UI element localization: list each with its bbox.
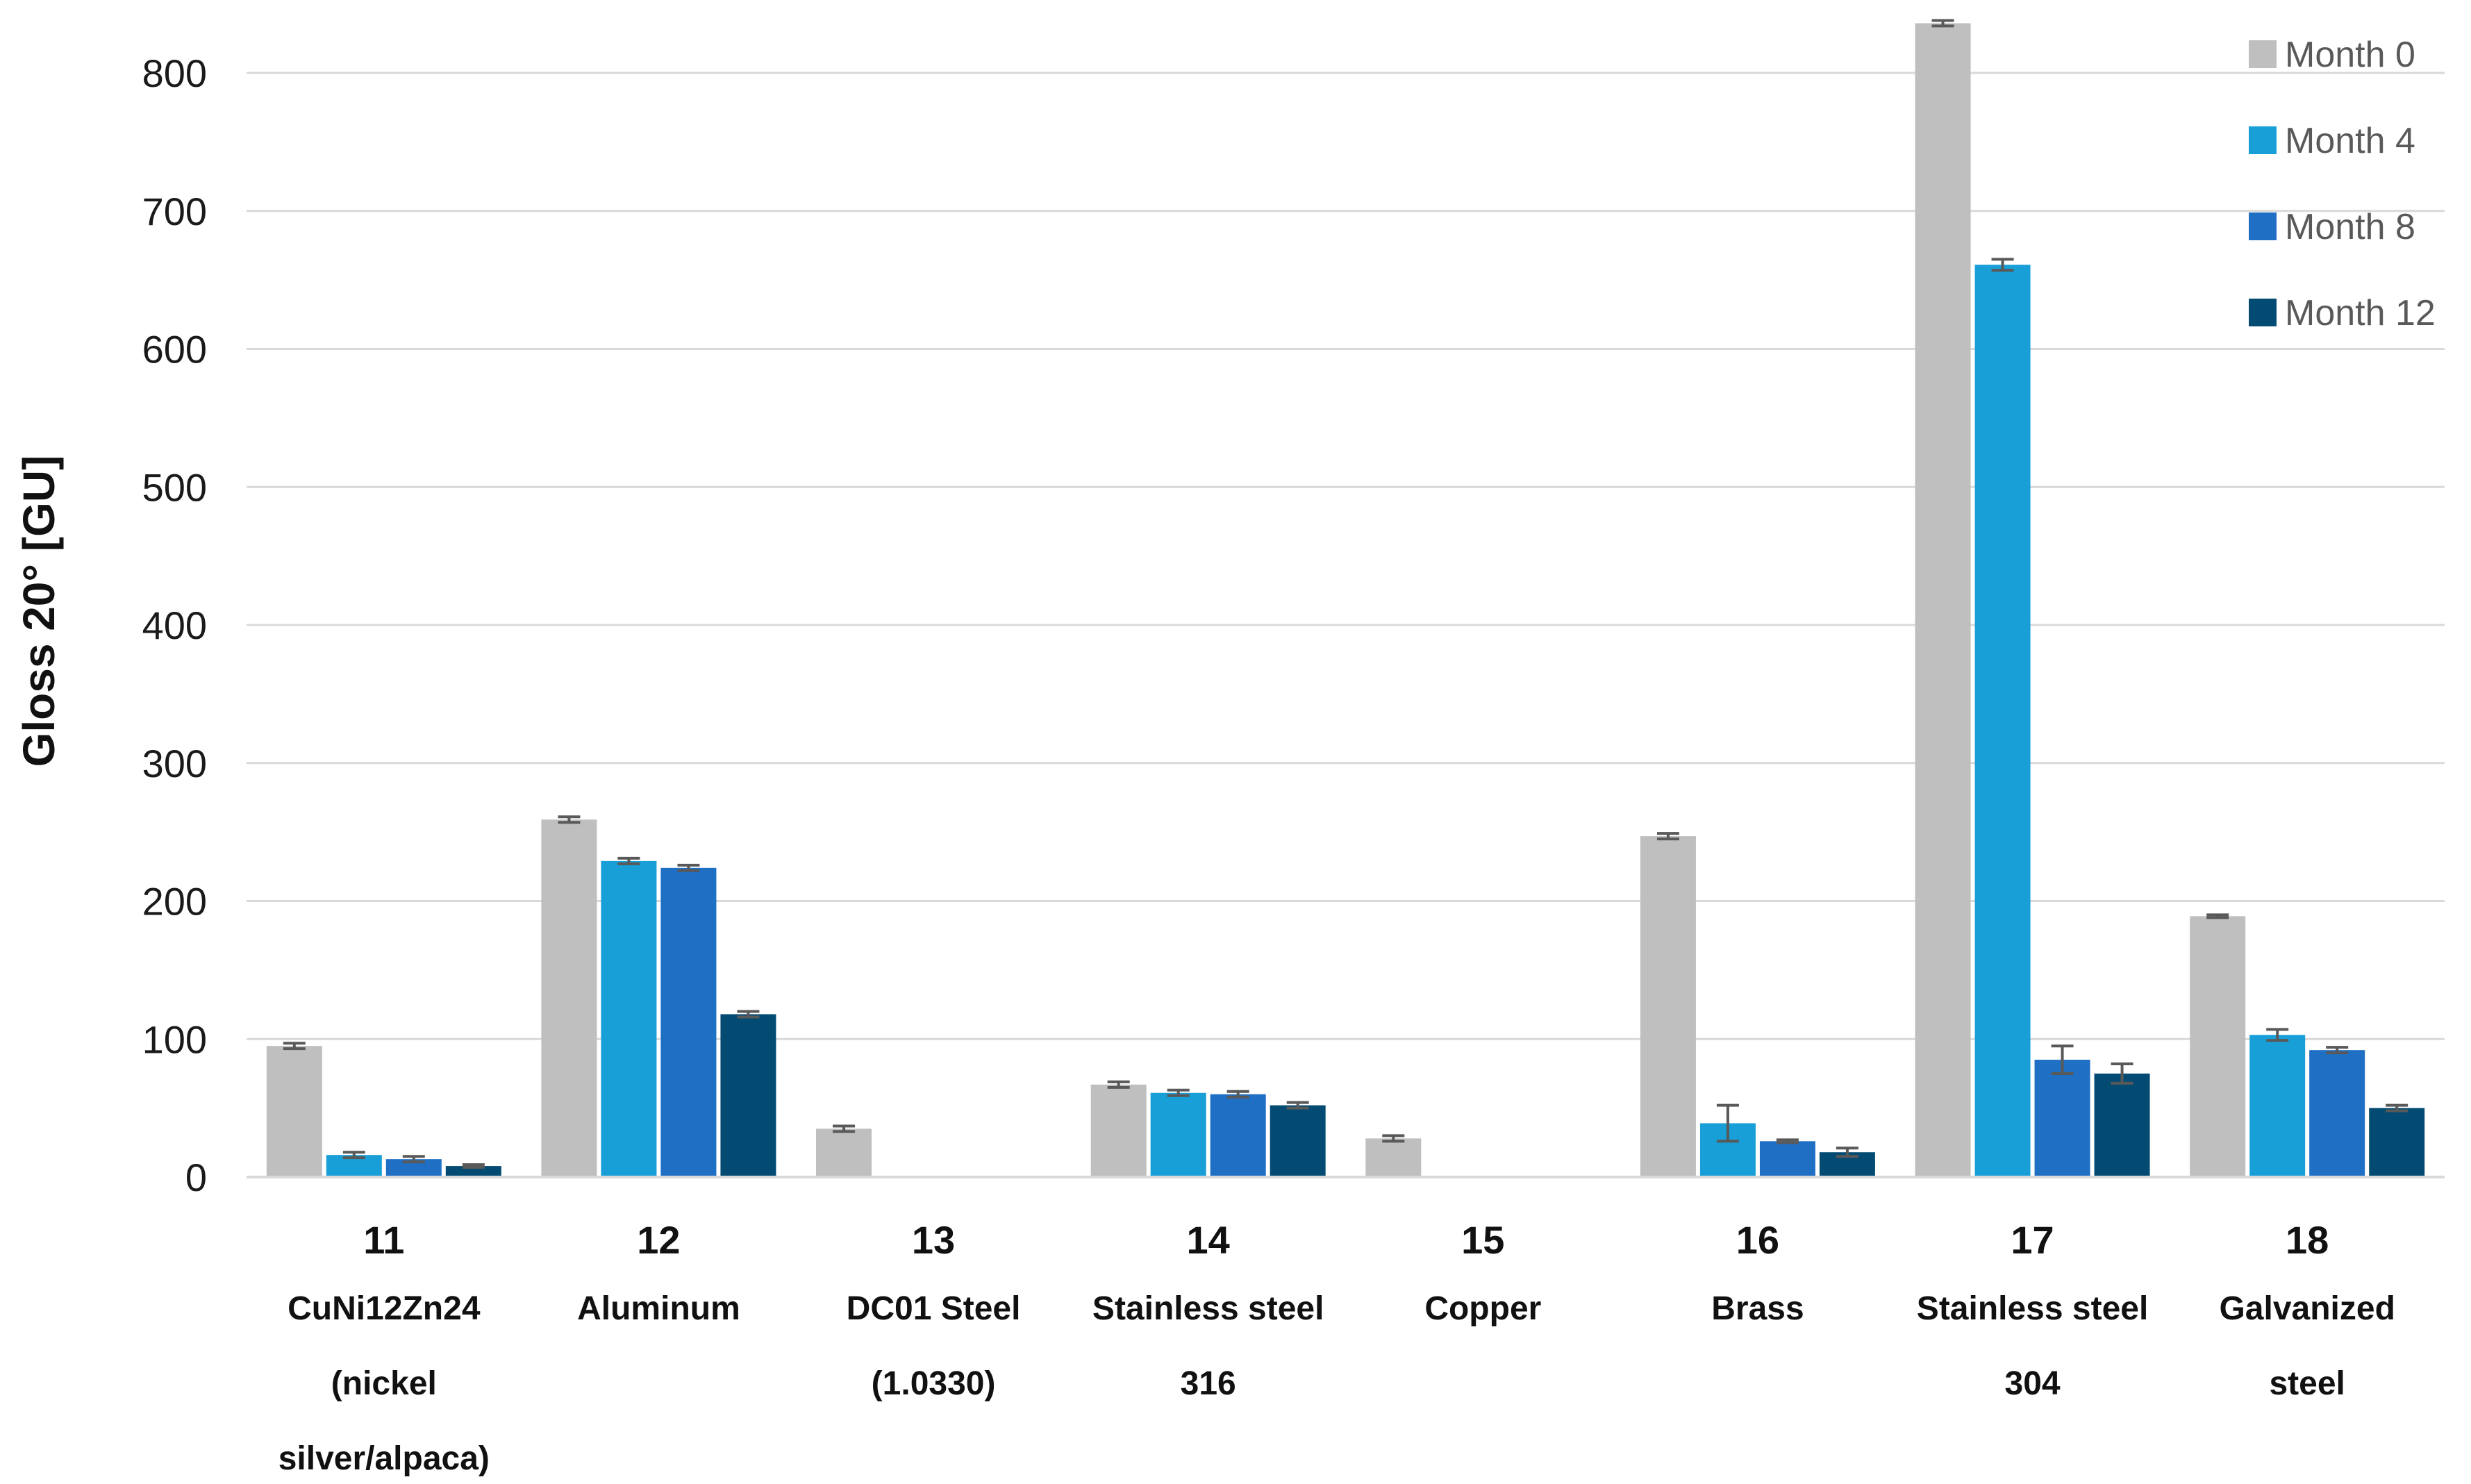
y-tick-label: 500 [142, 465, 207, 509]
bar [1365, 1138, 1422, 1177]
category-name-line: Stainless steel [1917, 1290, 2149, 1327]
legend: Month 0 Month 4 Month 8 Month 12 [2249, 35, 2436, 333]
bar [1270, 1105, 1326, 1177]
category-name-line: Aluminum [577, 1290, 740, 1327]
category-number: 15 [1461, 1218, 1504, 1262]
bar [1759, 1141, 1815, 1177]
bar [816, 1128, 872, 1177]
legend-label: Month 8 [2285, 207, 2415, 247]
error-bars [283, 19, 2408, 1169]
category-number: 14 [1187, 1218, 1230, 1262]
category-name-line: (1.0330) [872, 1365, 996, 1402]
legend-label: Month 0 [2285, 35, 2415, 75]
y-tick-label: 200 [142, 880, 207, 924]
y-tick-label: 0 [185, 1156, 207, 1199]
legend-swatch [2249, 299, 2277, 326]
y-tick-label: 300 [142, 742, 207, 785]
y-tick-label: 400 [142, 603, 207, 647]
category-number: 17 [2011, 1218, 2054, 1262]
bar [445, 1166, 501, 1177]
category-number: 13 [912, 1218, 955, 1262]
bar [2369, 1108, 2425, 1177]
legend-swatch [2249, 40, 2277, 68]
category-name-line: Stainless steel [1092, 1290, 1324, 1327]
bars [266, 23, 2425, 1178]
category-number: 18 [2286, 1218, 2329, 1262]
bar [2094, 1073, 2150, 1177]
bar [2190, 916, 2246, 1177]
bar [1974, 265, 2031, 1178]
x-axis-categories: 11 CuNi12Zn24 (nickel silver/alpaca) 12 Alumi… [278, 1218, 2395, 1477]
category-name-line: 316 [1181, 1365, 1236, 1402]
y-tick-label: 700 [142, 190, 207, 233]
bar [601, 860, 657, 1177]
y-tick-label: 100 [142, 1017, 207, 1061]
legend-swatch [2249, 212, 2277, 240]
legend-label: Month 12 [2285, 293, 2436, 333]
bar [2249, 1035, 2306, 1177]
category-name-line: Copper [1424, 1290, 1541, 1327]
bar [1640, 836, 1696, 1177]
bar [2034, 1060, 2090, 1177]
bar [1150, 1092, 1206, 1177]
category-name-line: DC01 Steel [847, 1290, 1021, 1327]
category-name-line: CuNi12Zn24 [288, 1290, 481, 1327]
bar [660, 867, 717, 1177]
y-tick-label: 600 [142, 328, 207, 372]
bar [2309, 1050, 2365, 1177]
bar [1090, 1084, 1147, 1177]
legend-swatch [2249, 126, 2277, 154]
bar [541, 819, 597, 1177]
legend-label: Month 4 [2285, 121, 2415, 161]
y-axis-ticks: 0 100 200 300 400 500 600 700 800 [142, 51, 207, 1199]
bar [720, 1014, 776, 1177]
category-name-line: Galvanized [2219, 1290, 2395, 1327]
y-axis-label: Gloss 20° [GU] [14, 456, 64, 767]
bar [1210, 1094, 1266, 1177]
category-number: 12 [637, 1218, 680, 1262]
category-name-line: silver/alpaca) [278, 1440, 490, 1477]
category-name-line: (nickel [331, 1365, 437, 1402]
category-name-line: steel [2269, 1365, 2345, 1402]
bar [266, 1046, 322, 1177]
bar [1915, 23, 1971, 1178]
category-number: 11 [363, 1218, 404, 1262]
category-name-line: 304 [2005, 1365, 2061, 1402]
category-name-line: Brass [1711, 1290, 1804, 1327]
y-tick-label: 800 [142, 51, 207, 95]
category-number: 16 [1736, 1218, 1779, 1262]
